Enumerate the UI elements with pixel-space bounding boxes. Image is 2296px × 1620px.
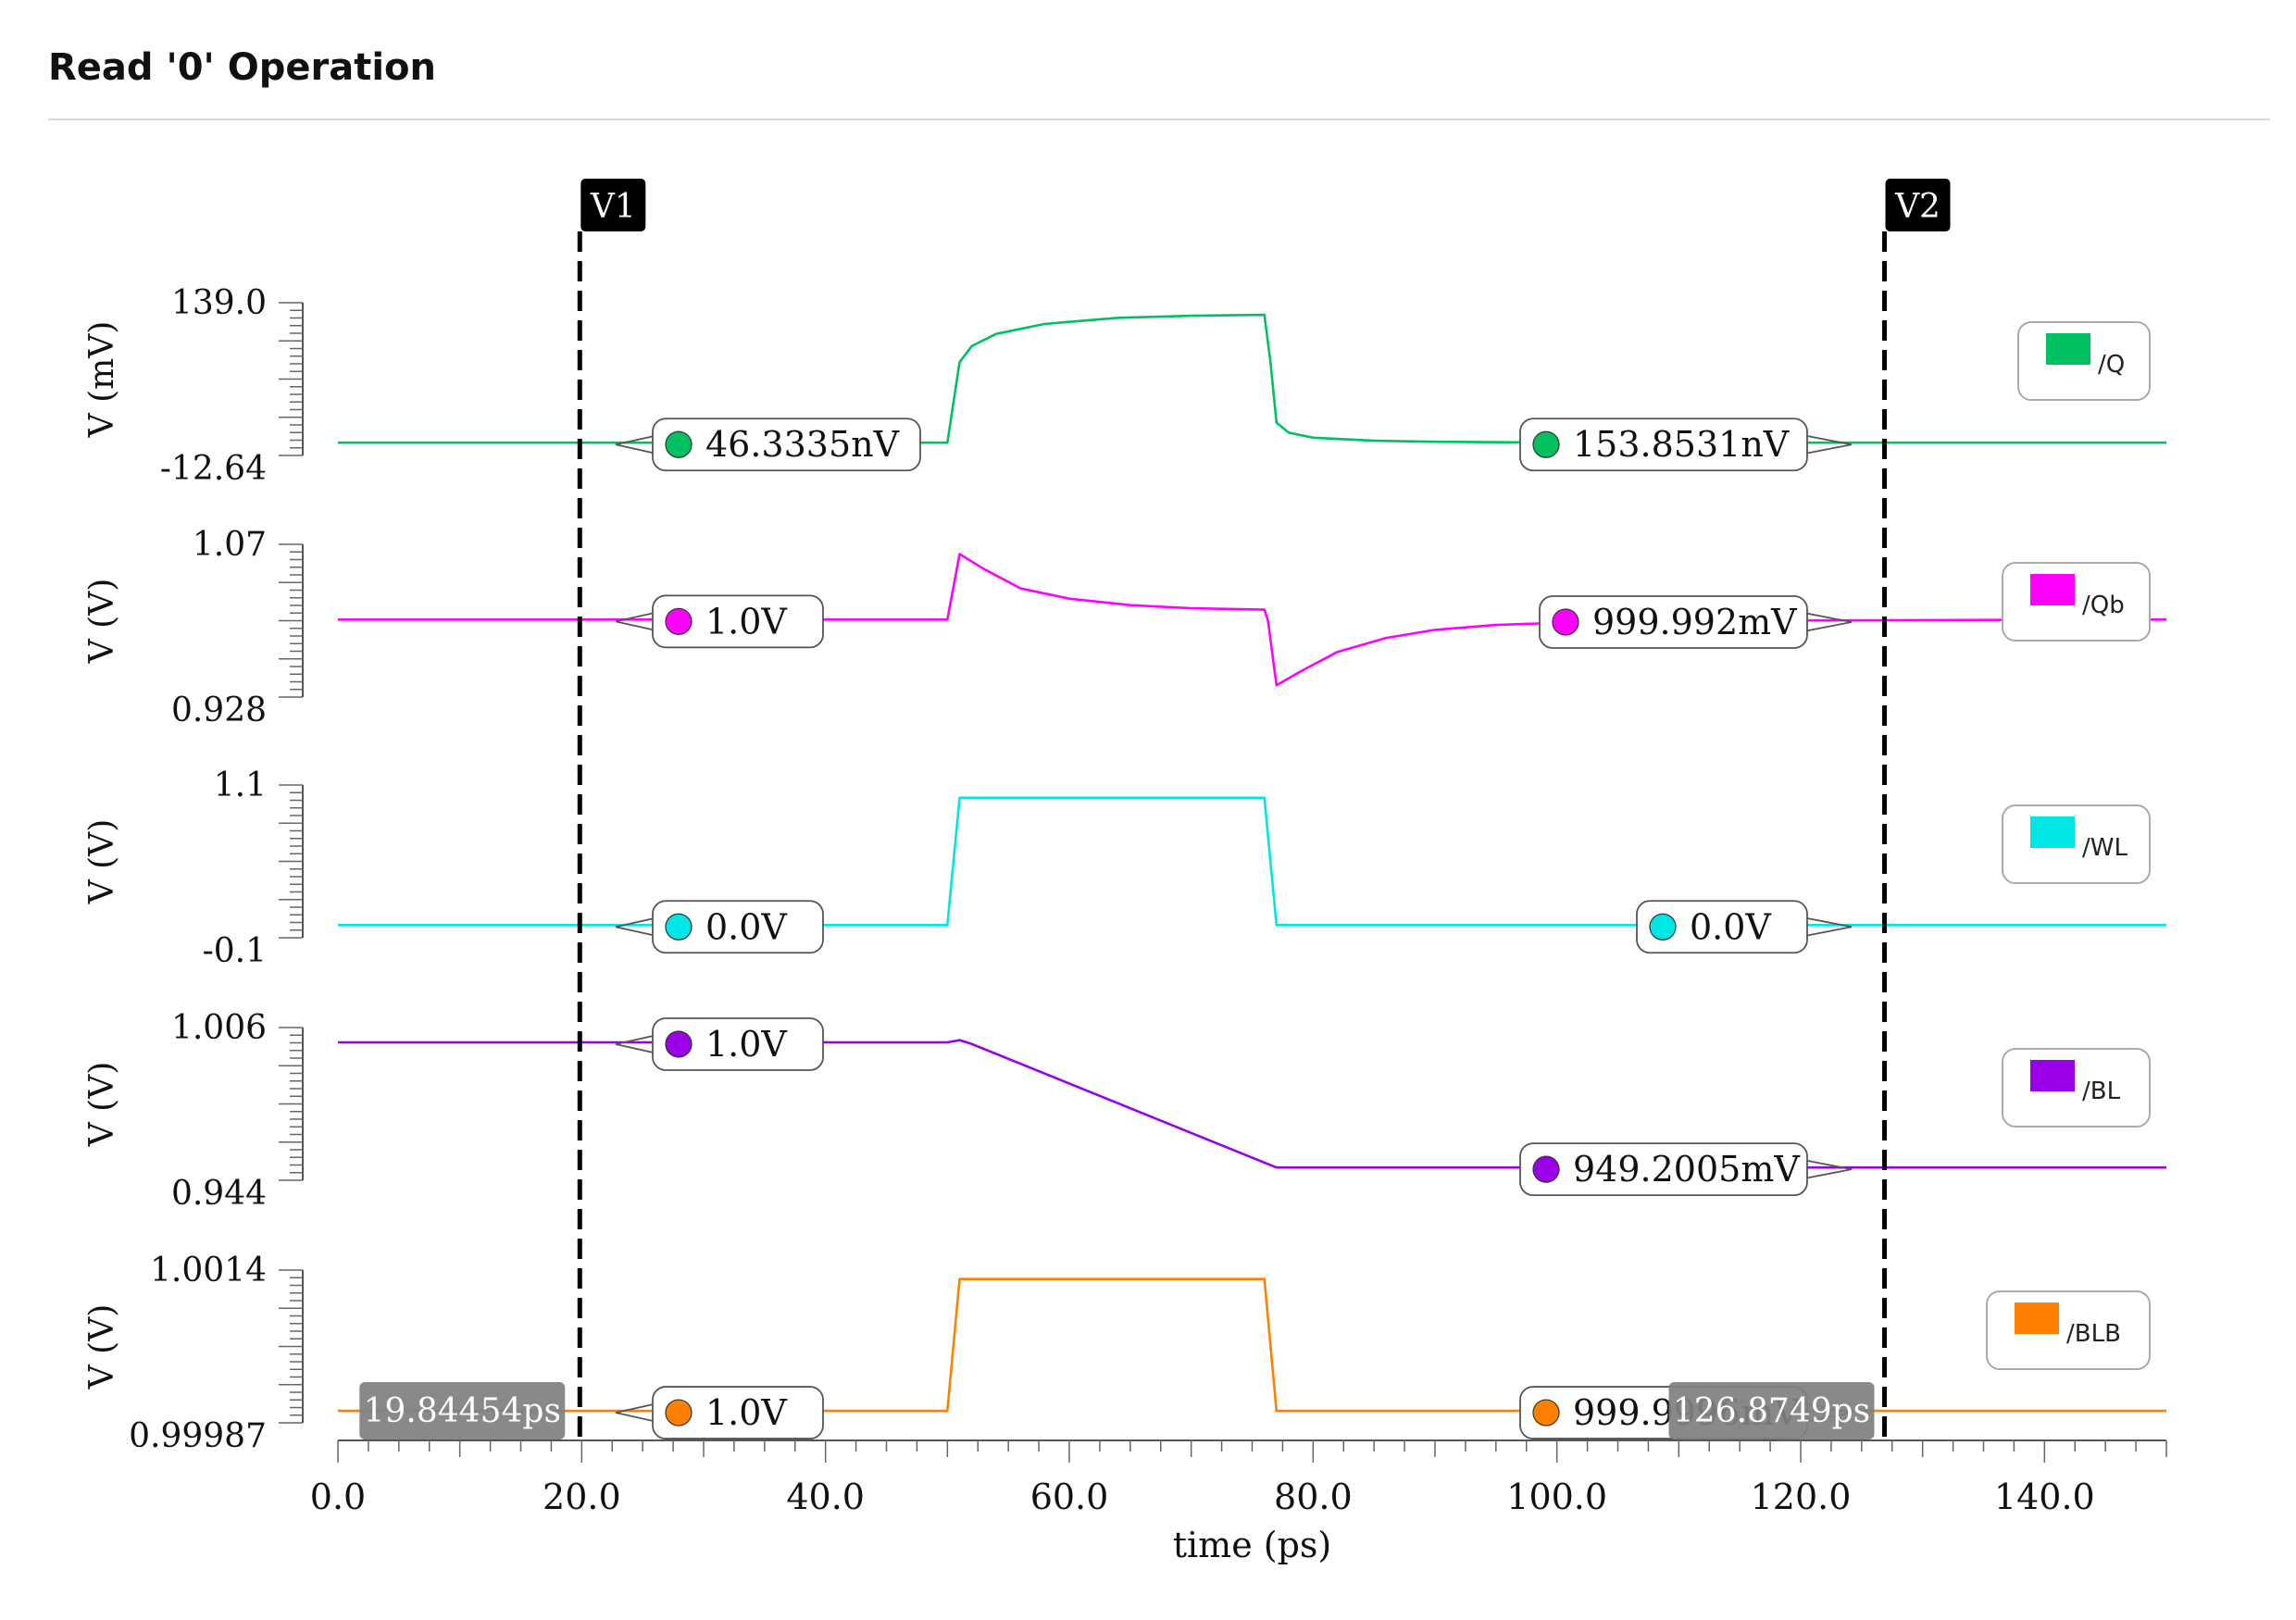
panel-qb: 1.07 0.928 V (V) /Qb 1.0V 999.992mV bbox=[83, 526, 2167, 729]
y-min-label: 0.944 bbox=[171, 1175, 267, 1213]
legend-swatch bbox=[2030, 1060, 2075, 1091]
waveform-line bbox=[338, 1039, 2166, 1169]
cursor-time: 19.84454ps bbox=[364, 1392, 561, 1430]
cursors-layer: V1 19.84454ps V2 126.8749ps bbox=[359, 179, 1951, 1440]
cursor-name: V2 bbox=[1894, 188, 1940, 226]
y-min-label: -0.1 bbox=[203, 932, 267, 970]
cursor-time: 126.8749ps bbox=[1673, 1392, 1870, 1430]
marker-dot bbox=[1532, 1399, 1560, 1427]
marker-box bbox=[652, 900, 824, 954]
marker-box bbox=[1539, 595, 1808, 649]
legend-box bbox=[2002, 1048, 2151, 1128]
marker-value: 1.0V bbox=[705, 1024, 787, 1065]
panel-wl: 1.1 -0.1 V (V) /WL 0.0V 0.0V bbox=[83, 766, 2166, 970]
cursor-time-box bbox=[359, 1382, 566, 1439]
marker-dot bbox=[665, 607, 693, 635]
x-tick-label: 40.0 bbox=[786, 1477, 865, 1517]
legend-label: /WL bbox=[2082, 834, 2128, 862]
legend-label: /BLB bbox=[2066, 1320, 2121, 1348]
y-min-label: 0.928 bbox=[171, 692, 267, 729]
x-tick-label: 60.0 bbox=[1030, 1477, 1109, 1517]
marker-dot bbox=[665, 913, 693, 941]
panel-bl: 1.006 0.944 V (V) /BL 1.0V 949.2005mV bbox=[83, 1009, 2166, 1213]
marker-value: 153.8531nV bbox=[1573, 424, 1790, 465]
x-axis-label: time (ps) bbox=[1173, 1525, 1332, 1565]
x-tick-label: 140.0 bbox=[1994, 1477, 2095, 1517]
cursor-v1: V1 19.84454ps bbox=[359, 179, 646, 1440]
waveform-line bbox=[338, 313, 2166, 444]
y-min-label: -12.64 bbox=[160, 450, 267, 488]
marker-value: 1.0V bbox=[705, 1392, 787, 1433]
marker-value: 0.0V bbox=[705, 906, 787, 947]
marker-box bbox=[652, 417, 921, 472]
title-divider bbox=[48, 118, 2270, 120]
waveform-line bbox=[338, 796, 2166, 927]
legend-label: /Qb bbox=[2082, 592, 2125, 619]
marker-dot bbox=[665, 1399, 693, 1427]
x-tick-label: 100.0 bbox=[1506, 1477, 1607, 1517]
marker-value: 999.992mV bbox=[1592, 602, 1797, 642]
legend-label: /Q bbox=[2098, 351, 2125, 379]
y-max-label: 139.0 bbox=[171, 284, 267, 322]
marker-dot bbox=[1649, 913, 1677, 941]
marker-box bbox=[1519, 417, 1808, 472]
legend-box bbox=[2002, 804, 2151, 884]
y-axis-label: V (V) bbox=[83, 1062, 121, 1148]
marker-dot bbox=[1552, 608, 1579, 636]
marker-box bbox=[1519, 1142, 1808, 1197]
cursor-name: V1 bbox=[590, 188, 636, 226]
marker-dot bbox=[1532, 430, 1560, 458]
marker-value: 1.0V bbox=[705, 601, 787, 642]
y-max-label: 1.07 bbox=[193, 526, 267, 564]
x-axis: 0.0 20.0 40.0 60.0 80.0 100.0 120.0 140.0 time (… bbox=[310, 1439, 2167, 1565]
waveform-line bbox=[338, 553, 2167, 687]
legend-swatch bbox=[2046, 333, 2090, 365]
x-tick-label: 0.0 bbox=[310, 1477, 366, 1517]
marker-box bbox=[652, 594, 824, 649]
legend-box bbox=[2002, 562, 2151, 642]
page-title: Read '0' Operation bbox=[48, 46, 437, 89]
cursor-tag bbox=[580, 179, 646, 231]
marker-box bbox=[1636, 900, 1808, 954]
marker-dot bbox=[1532, 1155, 1560, 1183]
y-axis-label: V (V) bbox=[83, 819, 121, 905]
cursor-tag bbox=[1885, 179, 1951, 231]
legend-label: /BL bbox=[2082, 1078, 2121, 1105]
cursor-time-box bbox=[1668, 1382, 1875, 1439]
marker-box bbox=[652, 1017, 824, 1071]
legend-swatch bbox=[2030, 816, 2075, 848]
marker-box bbox=[652, 1386, 824, 1439]
y-axis-label: V (V) bbox=[83, 1304, 121, 1390]
y-axis-label: V (V) bbox=[83, 579, 121, 665]
legend-swatch bbox=[2030, 574, 2075, 605]
y-max-label: 1.006 bbox=[171, 1009, 267, 1047]
waveform-line bbox=[338, 1277, 2166, 1413]
y-max-label: 1.0014 bbox=[150, 1252, 267, 1290]
marker-value: 949.2005mV bbox=[1573, 1149, 1800, 1190]
cursor-v2: V2 126.8749ps bbox=[1668, 179, 1951, 1440]
y-max-label: 1.1 bbox=[214, 766, 267, 804]
marker-dot bbox=[665, 1030, 693, 1058]
panel-q: 139.0 -12.64 V (mV) /Q 46.3335nV 153.8531nV bbox=[83, 284, 2166, 488]
x-tick-label: 20.0 bbox=[543, 1477, 621, 1517]
marker-value: 0.0V bbox=[1690, 906, 1771, 947]
panels-layer: 139.0 -12.64 V (mV) /Q 46.3335nV 153.8531nV 1.… bbox=[83, 284, 2167, 1455]
y-min-label: 0.99987 bbox=[129, 1417, 267, 1455]
y-axis-label: V (mV) bbox=[83, 321, 121, 439]
x-tick-label: 80.0 bbox=[1274, 1477, 1353, 1517]
marker-dot bbox=[665, 430, 693, 458]
legend-swatch bbox=[2015, 1302, 2059, 1334]
x-tick-label: 120.0 bbox=[1751, 1477, 1852, 1517]
marker-value: 46.3335nV bbox=[705, 424, 900, 465]
